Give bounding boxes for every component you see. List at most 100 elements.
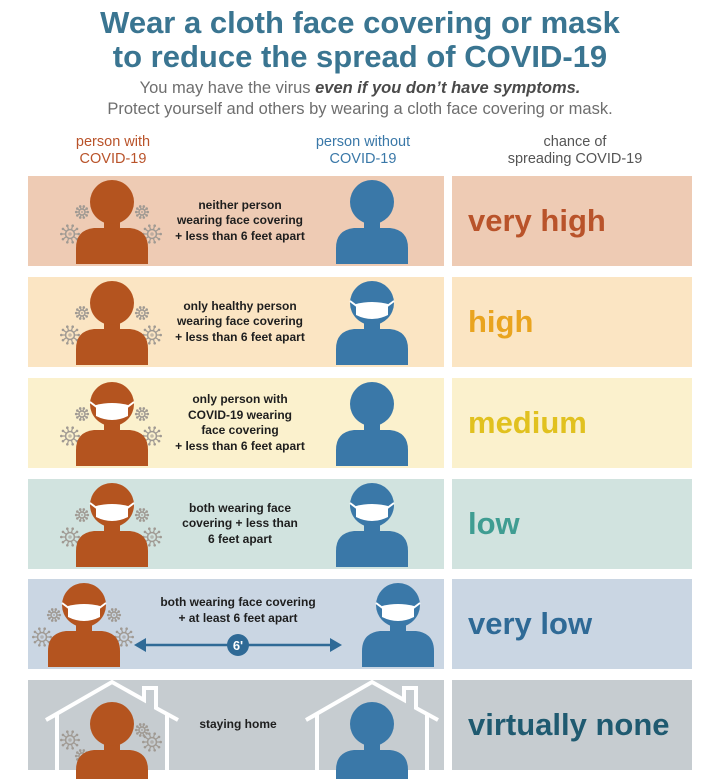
- scenario-panel: both wearing face covering + less than 6 f…: [28, 479, 444, 569]
- person-icon: [76, 702, 148, 779]
- description-line: + less than 6 feet apart: [175, 438, 305, 453]
- column-header-with-line-1: person with: [75, 134, 151, 150]
- column-header-person-with: person with COVID-19: [48, 134, 178, 168]
- chance-label: high: [468, 304, 534, 339]
- house-icon: [45, 679, 179, 770]
- chance-label: medium: [468, 405, 587, 440]
- page-title: Wear a cloth face covering or mask to re…: [0, 6, 720, 74]
- description-line: wearing face covering: [176, 213, 304, 228]
- virus-icon: [142, 732, 162, 752]
- column-header-person-without: person without COVID-19: [290, 134, 436, 168]
- person-icon: [48, 583, 120, 667]
- chance-panel: high: [452, 277, 692, 367]
- scenario-description: both wearing face covering + less than 6 f…: [158, 479, 322, 569]
- description-line: wearing face covering: [176, 314, 304, 329]
- scenario-figures: [45, 679, 439, 779]
- subtitle-line-2: Protect yourself and others by wearing a…: [107, 100, 613, 118]
- description-line: both wearing face: [188, 500, 292, 515]
- mask-icon: [61, 602, 107, 621]
- description-line: + less than 6 feet apart: [175, 228, 305, 243]
- double-arrow-icon: [134, 634, 342, 656]
- subtitle-emphasis: even if you don’t have symptoms.: [315, 79, 581, 97]
- virus-icon: [60, 224, 80, 244]
- virus-icon: [60, 325, 80, 345]
- title-line-1: Wear a cloth face covering or mask: [100, 5, 620, 40]
- person-icon: [336, 483, 408, 567]
- description-line: only person with: [192, 392, 288, 406]
- chance-panel: virtually none: [452, 680, 692, 770]
- scenario-figures: [60, 180, 408, 264]
- scenario-panel: only healthy person wearing face covering…: [28, 277, 444, 367]
- person-icon: [336, 382, 408, 466]
- mask-icon: [375, 602, 421, 621]
- column-header-with-line-2: COVID-19: [79, 151, 147, 167]
- subtitle-plain: You may have the virus: [139, 79, 316, 97]
- virus-icon: [134, 205, 150, 219]
- mask-icon: [89, 401, 135, 420]
- column-header-without-line-1: person without: [315, 134, 411, 150]
- description-line: 6 feet apart: [207, 531, 273, 546]
- column-header-without-line-2: COVID-19: [329, 151, 397, 167]
- chance-label: very low: [468, 606, 593, 641]
- description-line: only healthy person: [183, 298, 297, 313]
- person-icon: [336, 702, 408, 779]
- description-line: face covering: [201, 423, 279, 437]
- description-line: covering + less than: [182, 516, 298, 531]
- subtitle-line-1: You may have the virus even if you don’t…: [0, 78, 720, 99]
- scenario-description: both wearing face covering + at least 6 f…: [138, 595, 338, 626]
- subtitle: You may have the virus even if you don’t…: [0, 78, 720, 120]
- scenario-figures: 6': [32, 583, 434, 667]
- person-icon: [76, 180, 148, 264]
- scenario-figures: [60, 382, 408, 466]
- virus-icon: [114, 627, 134, 647]
- scenario-figures: [60, 281, 408, 365]
- description-line: staying home: [199, 717, 277, 732]
- mask-icon: [349, 300, 395, 319]
- column-header-chance-line-1: chance of: [543, 134, 607, 150]
- description-line: COVID-19 wearing: [187, 407, 293, 422]
- person-icon: [336, 281, 408, 365]
- virus-icon: [134, 407, 150, 421]
- title-line-2: to reduce the spread of COVID-19: [112, 39, 608, 74]
- mask-icon: [89, 502, 135, 521]
- person-icon: [76, 483, 148, 567]
- scenario-panel: neither person wearing face covering + les…: [28, 176, 444, 266]
- scenario-panel: only person with COVID-19 wearing face cov…: [28, 378, 444, 468]
- virus-icon: [134, 508, 150, 522]
- person-icon: [76, 281, 148, 365]
- virus-icon: [74, 306, 90, 320]
- scenario-description: only healthy person wearing face covering…: [158, 277, 322, 367]
- column-header-chance: chance of spreading COVID-19: [480, 134, 670, 168]
- scenario-description: only person with COVID-19 wearing face cov…: [158, 378, 322, 468]
- person-icon: [336, 180, 408, 264]
- virus-icon: [60, 426, 80, 446]
- distance-label: 6': [233, 638, 243, 653]
- chance-panel: low: [452, 479, 692, 569]
- description-line: + at least 6 feet apart: [178, 610, 298, 625]
- column-header-chance-line-2: spreading COVID-19: [507, 151, 643, 167]
- virus-icon: [134, 723, 150, 737]
- scenario-panel: 6' both wearing face covering + at least 6…: [28, 579, 444, 669]
- person-icon: [76, 382, 148, 466]
- virus-icon: [46, 608, 62, 622]
- chance-label: virtually none: [468, 707, 670, 742]
- chance-label: low: [468, 506, 520, 541]
- virus-icon: [106, 608, 122, 622]
- scenario-description: staying home: [158, 680, 318, 770]
- virus-icon: [134, 306, 150, 320]
- chance-panel: medium: [452, 378, 692, 468]
- description-line: + less than 6 feet apart: [175, 329, 305, 344]
- person-icon: [362, 583, 434, 667]
- chance-panel: very low: [452, 579, 692, 669]
- chance-panel: very high: [452, 176, 692, 266]
- description-line: both wearing face covering: [160, 595, 316, 609]
- virus-icon: [74, 407, 90, 421]
- virus-icon: [74, 508, 90, 522]
- scenario-panel: staying home: [28, 679, 444, 779]
- virus-icon: [60, 527, 80, 547]
- house-icon: [305, 679, 439, 770]
- description-line: neither person: [198, 197, 282, 212]
- virus-icon: [32, 627, 52, 647]
- chance-label: very high: [468, 203, 606, 238]
- scenario-figures: [60, 483, 408, 567]
